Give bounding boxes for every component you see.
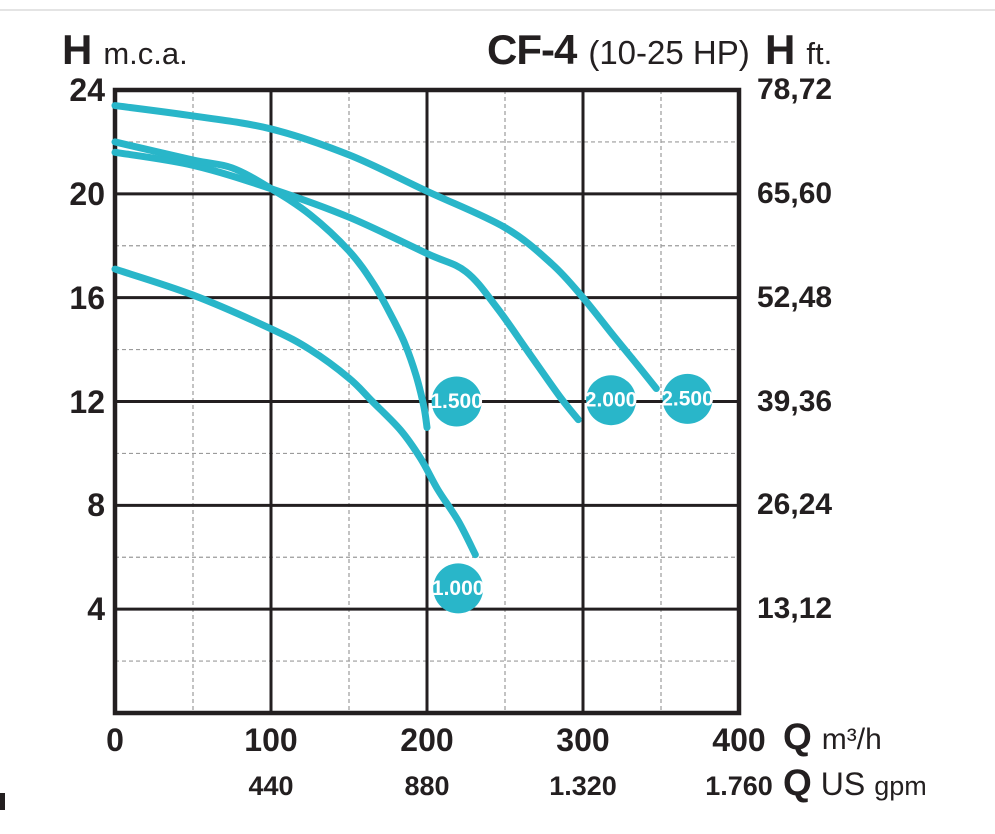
y-left-tick-12: 12 xyxy=(69,383,105,420)
y-left-tick-16: 16 xyxy=(69,279,105,316)
curve-2.500 xyxy=(111,102,660,393)
chart-canvas: 1.000 1.500 2.000 2.500 xyxy=(111,87,742,716)
x-tick-400: 400 xyxy=(712,722,766,758)
x-gpm-tick-880: 880 xyxy=(404,771,450,801)
y-right-tick-26,24: 26,24 xyxy=(757,488,833,522)
x-gpm-tick-1.320: 1.320 xyxy=(549,771,617,801)
x-axis-title-m3h: Q m³/h xyxy=(783,716,882,758)
curve-2.000 xyxy=(111,148,582,424)
badge-label-2.500: 2.500 xyxy=(661,387,714,410)
x-tick-300: 300 xyxy=(556,722,610,758)
y-left-tick-4: 4 xyxy=(87,591,105,628)
left-axis-title: H m.c.a. xyxy=(62,26,188,74)
top-divider-line xyxy=(0,9,995,11)
x-gpm-tick-440: 440 xyxy=(248,771,294,801)
y-right-tick-52,48: 52,48 xyxy=(757,280,833,314)
plot-border xyxy=(112,87,742,716)
y-left-tick-20: 20 xyxy=(69,175,105,212)
y-left-tick-24: 24 xyxy=(69,72,105,108)
curve-1.000 xyxy=(111,265,479,559)
x-tick-200: 200 xyxy=(400,722,454,758)
left-axis-symbol: H xyxy=(62,26,92,73)
badge-circle-2.000 xyxy=(586,375,637,426)
x-gpm-tick-1.760: 1.760 xyxy=(705,771,773,801)
badge-label-1.000: 1.000 xyxy=(432,577,485,600)
chart-title-power: (10-25 HP) xyxy=(588,34,750,71)
chart-title-model: CF-4 xyxy=(487,26,577,73)
y-right-tick-65,60: 65,60 xyxy=(757,176,833,210)
left-axis-unit: m.c.a. xyxy=(103,36,188,71)
right-axis-title: H ft. xyxy=(765,26,832,74)
y-right-tick-39,36: 39,36 xyxy=(757,384,833,418)
flow-unit-gpm: gpm xyxy=(874,771,927,801)
x-axis-title-usgpm: Q US gpm xyxy=(783,762,927,804)
chart-title: CF-4 (10-25 HP) xyxy=(487,26,750,74)
badge-circle-1.000 xyxy=(433,563,484,614)
x-tick-100: 100 xyxy=(244,722,298,758)
flow-unit-metric: m³/h xyxy=(821,723,882,756)
badge-label-2.000: 2.000 xyxy=(585,389,638,412)
y-right-tick-13,12: 13,12 xyxy=(757,592,833,626)
flow-unit-us: US xyxy=(820,766,866,802)
right-axis-unit: ft. xyxy=(806,36,833,71)
flow-symbol-us: Q xyxy=(783,762,812,803)
y-left-tick-8: 8 xyxy=(87,487,105,524)
badge-label-1.500: 1.500 xyxy=(430,390,483,413)
y-right-tick-78,72: 78,72 xyxy=(757,73,833,106)
badge-circle-1.500 xyxy=(431,376,482,427)
flow-symbol-metric: Q xyxy=(783,716,812,757)
x-tick-0: 0 xyxy=(106,722,124,758)
badge-circle-2.500 xyxy=(662,373,713,424)
cut-off-glyph-fragment xyxy=(0,793,5,810)
curve-1.500 xyxy=(111,138,431,431)
right-axis-symbol: H xyxy=(765,26,795,73)
